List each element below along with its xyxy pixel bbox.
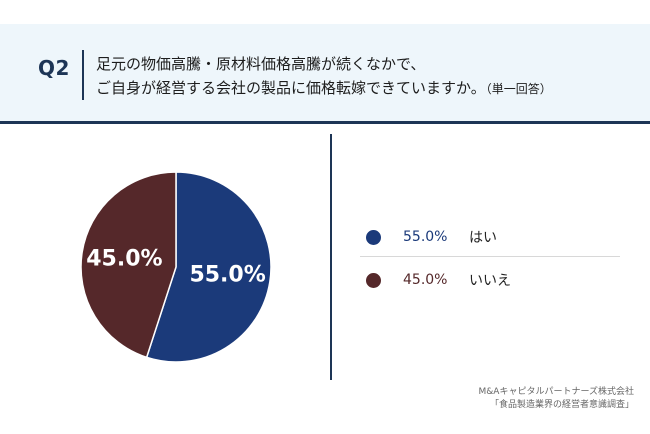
source-credit: M&Aキャピタルパートナーズ株式会社 「食品製造業界の経営者意識調査」 <box>479 386 635 412</box>
question-note: （単一回答） <box>485 82 552 96</box>
legend-label-no: いいえ <box>469 273 511 289</box>
question-line-1: 足元の物価高騰・原材料価格高騰が続くなかで、 <box>96 55 426 73</box>
pie-label-0: 55.0% <box>189 263 265 288</box>
pie-slice-0 <box>145 171 272 363</box>
question-number: Q2 <box>38 56 70 80</box>
header-rule <box>0 121 650 124</box>
chart-legend-divider <box>330 134 332 380</box>
legend-marker-yes <box>366 229 381 245</box>
legend-item-no: 45.0% いいえ <box>366 270 511 290</box>
question-text: 足元の物価高騰・原材料価格高騰が続くなかで、 ご自身が経営する会社の製品に価格転… <box>96 52 552 101</box>
legend-item-yes: 55.0% はい <box>366 227 497 247</box>
question-header <box>0 24 650 122</box>
legend-label-yes: はい <box>469 230 497 246</box>
legend-value-no: 45.0% <box>403 272 448 288</box>
legend-value-yes: 55.0% <box>403 229 448 245</box>
question-line-2-text: ご自身が経営する会社の製品に価格転嫁できていますか。 <box>96 79 486 97</box>
question-divider <box>82 50 84 100</box>
legend-separator <box>360 256 620 257</box>
legend-marker-no <box>366 272 381 288</box>
pie-label-1: 45.0% <box>86 246 162 271</box>
source-line-1: M&Aキャピタルパートナーズ株式会社 <box>478 387 635 397</box>
question-line-2: ご自身が経営する会社の製品に価格転嫁できていますか。（単一回答） <box>96 76 552 101</box>
pie-slice-1 <box>80 171 177 359</box>
source-line-2: 「食品製造業界の経営者意識調査」 <box>489 400 634 410</box>
